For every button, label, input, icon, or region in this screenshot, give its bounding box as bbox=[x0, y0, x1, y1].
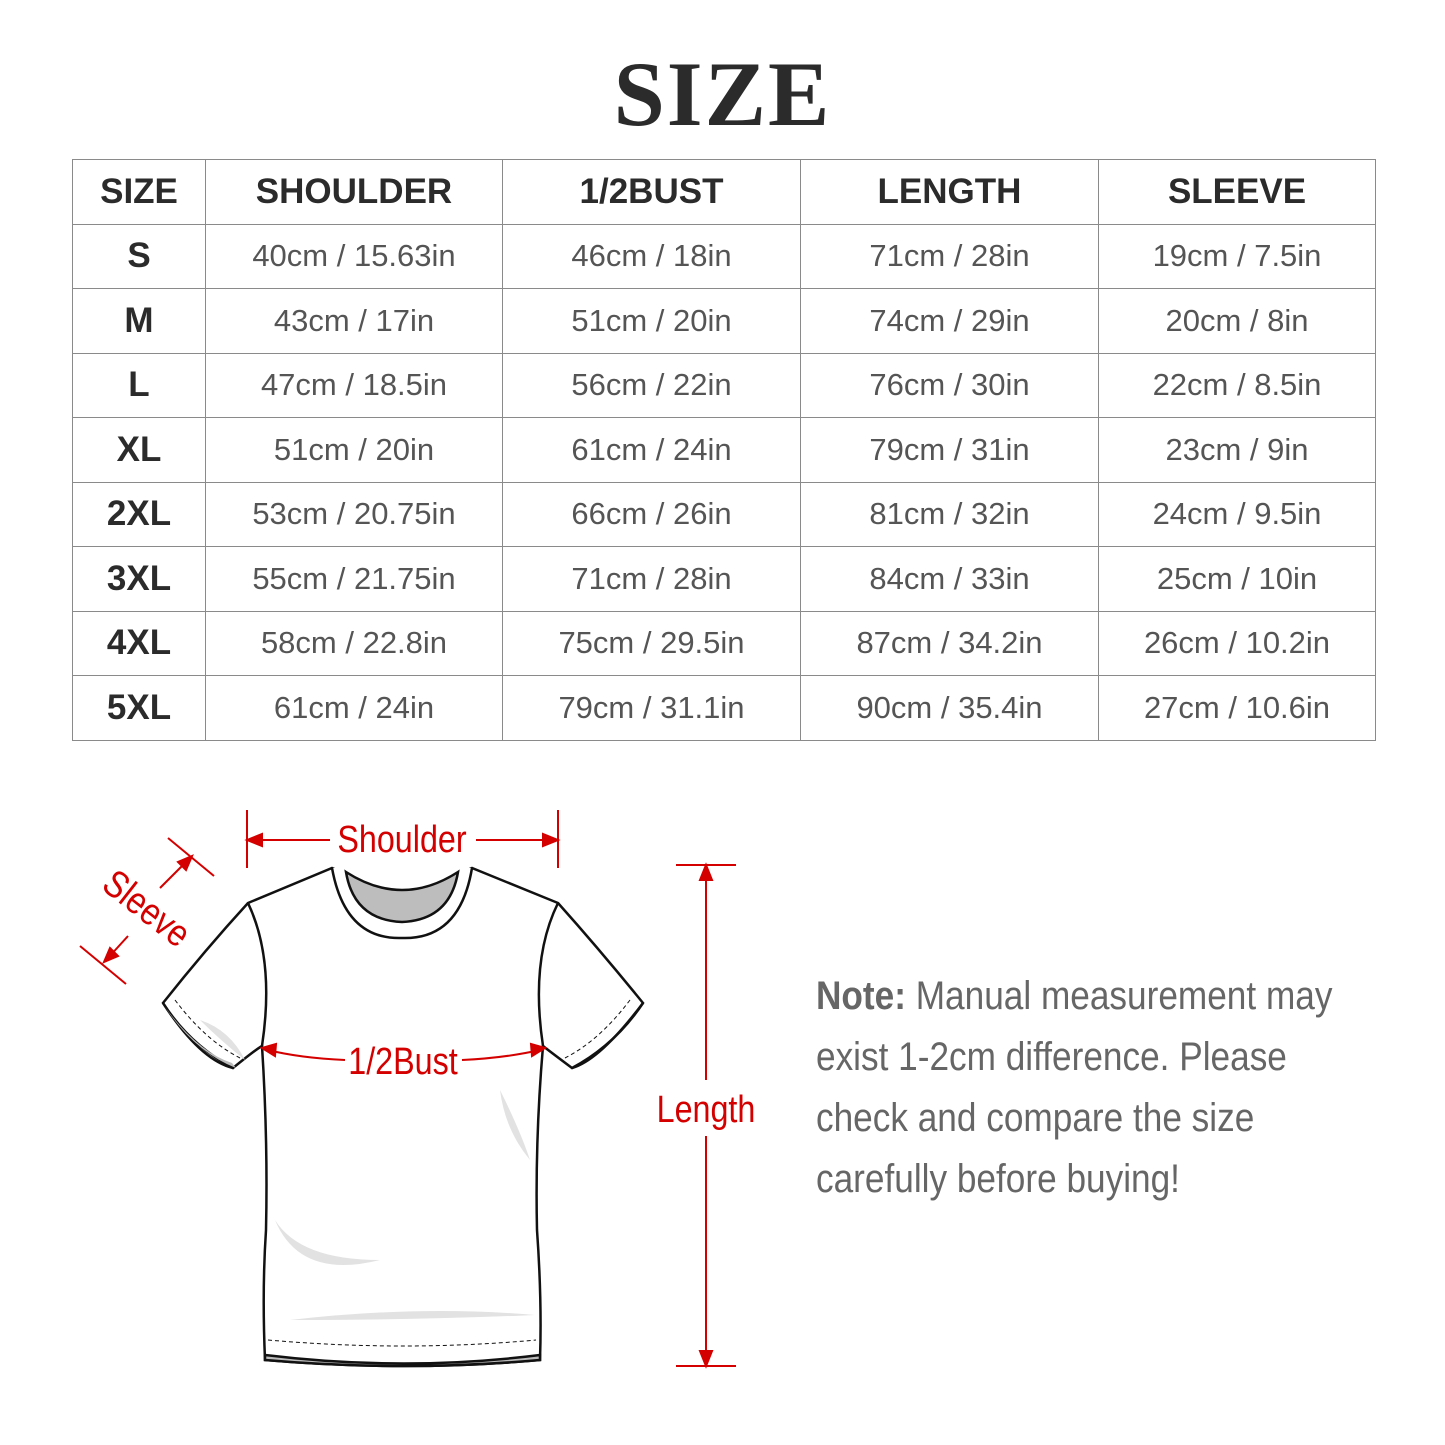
table-row: M 43cm / 17in 51cm / 20in 74cm / 29in 20cm /… bbox=[72, 288, 1376, 354]
column-header: LENGTH bbox=[800, 159, 1099, 225]
size-cell: 3XL bbox=[72, 546, 206, 612]
measurement-cell: 53cm / 20.75in bbox=[205, 481, 503, 547]
size-cell: L bbox=[72, 352, 206, 418]
measurement-cell: 61cm / 24in bbox=[502, 417, 801, 483]
measurement-cell: 84cm / 33in bbox=[800, 546, 1099, 612]
measurement-cell: 66cm / 26in bbox=[502, 481, 801, 547]
measurement-cell: 26cm / 10.2in bbox=[1098, 610, 1376, 676]
measurement-cell: 19cm / 7.5in bbox=[1098, 223, 1376, 289]
note-body: Manual measurement may exist 1-2cm diffe… bbox=[816, 974, 1333, 1201]
measurement-cell: 23cm / 9in bbox=[1098, 417, 1376, 483]
table-row: 3XL 55cm / 21.75in 71cm / 28in 84cm / 33in 2… bbox=[72, 546, 1376, 612]
tshirt-illustration bbox=[161, 866, 645, 1368]
size-cell: 2XL bbox=[72, 481, 206, 547]
measurement-cell: 51cm / 20in bbox=[205, 417, 503, 483]
column-header: 1/2BUST bbox=[502, 159, 801, 225]
measurement-cell: 47cm / 18.5in bbox=[205, 352, 503, 418]
table-row: XL 51cm / 20in 61cm / 24in 79cm / 31in 23cm … bbox=[72, 417, 1376, 483]
note-label: Note: bbox=[816, 974, 906, 1018]
measurement-cell: 22cm / 8.5in bbox=[1098, 352, 1376, 418]
column-header: SIZE bbox=[72, 159, 206, 225]
measurement-cell: 61cm / 24in bbox=[205, 675, 503, 741]
measurement-cell: 87cm / 34.2in bbox=[800, 610, 1099, 676]
measurement-cell: 51cm / 20in bbox=[502, 288, 801, 354]
stitching bbox=[174, 999, 631, 1347]
size-cell: XL bbox=[72, 417, 206, 483]
measurement-cell: 90cm / 35.4in bbox=[800, 675, 1099, 741]
shoulder-label: Shoulder bbox=[337, 819, 466, 861]
table-row: 4XL 58cm / 22.8in 75cm / 29.5in 87cm / 34.2… bbox=[72, 610, 1376, 676]
measurement-cell: 24cm / 9.5in bbox=[1098, 481, 1376, 547]
measurement-cell: 46cm / 18in bbox=[502, 223, 801, 289]
table-row: 5XL 61cm / 24in 79cm / 31.1in 90cm / 35.4in… bbox=[72, 675, 1376, 741]
size-cell: M bbox=[72, 288, 206, 354]
table-row: S 40cm / 15.63in 46cm / 18in 71cm / 28in 19c… bbox=[72, 223, 1376, 289]
size-cell: 4XL bbox=[72, 610, 206, 676]
measurement-cell: 71cm / 28in bbox=[800, 223, 1099, 289]
table-row: L 47cm / 18.5in 56cm / 22in 76cm / 30in 22cm… bbox=[72, 352, 1376, 418]
page-title: SIZE bbox=[613, 43, 832, 145]
measure-lines bbox=[79, 810, 736, 1369]
measurement-cell: 25cm / 10in bbox=[1098, 546, 1376, 612]
fabric-shading bbox=[200, 1020, 535, 1320]
size-cell: 5XL bbox=[72, 675, 206, 741]
tshirt-diagram: Shoulder Sleeve 1/2Bust Length bbox=[79, 810, 756, 1369]
column-header: SLEEVE bbox=[1098, 159, 1376, 225]
measurement-cell: 79cm / 31in bbox=[800, 417, 1099, 483]
measurement-cell: 56cm / 22in bbox=[502, 352, 801, 418]
measurement-cell: 55cm / 21.75in bbox=[205, 546, 503, 612]
note-text: Note: Manual measurement may exist 1-2cm… bbox=[816, 966, 1379, 1210]
table-row: 2XL 53cm / 20.75in 66cm / 26in 81cm / 32in 2… bbox=[72, 481, 1376, 547]
measurement-cell: 27cm / 10.6in bbox=[1098, 675, 1376, 741]
measurement-cell: 43cm / 17in bbox=[205, 288, 503, 354]
table-header-row: SIZE SHOULDER 1/2BUST LENGTH SLEEVE bbox=[72, 159, 1376, 225]
measurement-cell: 79cm / 31.1in bbox=[502, 675, 801, 741]
bust-label: 1/2Bust bbox=[348, 1041, 458, 1083]
measurement-cell: 75cm / 29.5in bbox=[502, 610, 801, 676]
measurement-cell: 81cm / 32in bbox=[800, 481, 1099, 547]
measurement-cell: 76cm / 30in bbox=[800, 352, 1099, 418]
measurement-cell: 20cm / 8in bbox=[1098, 288, 1376, 354]
measurement-cell: 74cm / 29in bbox=[800, 288, 1099, 354]
length-label: Length bbox=[657, 1089, 756, 1131]
column-header: SHOULDER bbox=[205, 159, 503, 225]
measurement-cell: 71cm / 28in bbox=[502, 546, 801, 612]
sleeve-label: Sleeve bbox=[95, 862, 199, 956]
measurement-cell: 40cm / 15.63in bbox=[205, 223, 503, 289]
measurement-cell: 58cm / 22.8in bbox=[205, 610, 503, 676]
size-cell: S bbox=[72, 223, 206, 289]
size-table: SIZE SHOULDER 1/2BUST LENGTH SLEEVE S 40cm / … bbox=[72, 159, 1376, 741]
